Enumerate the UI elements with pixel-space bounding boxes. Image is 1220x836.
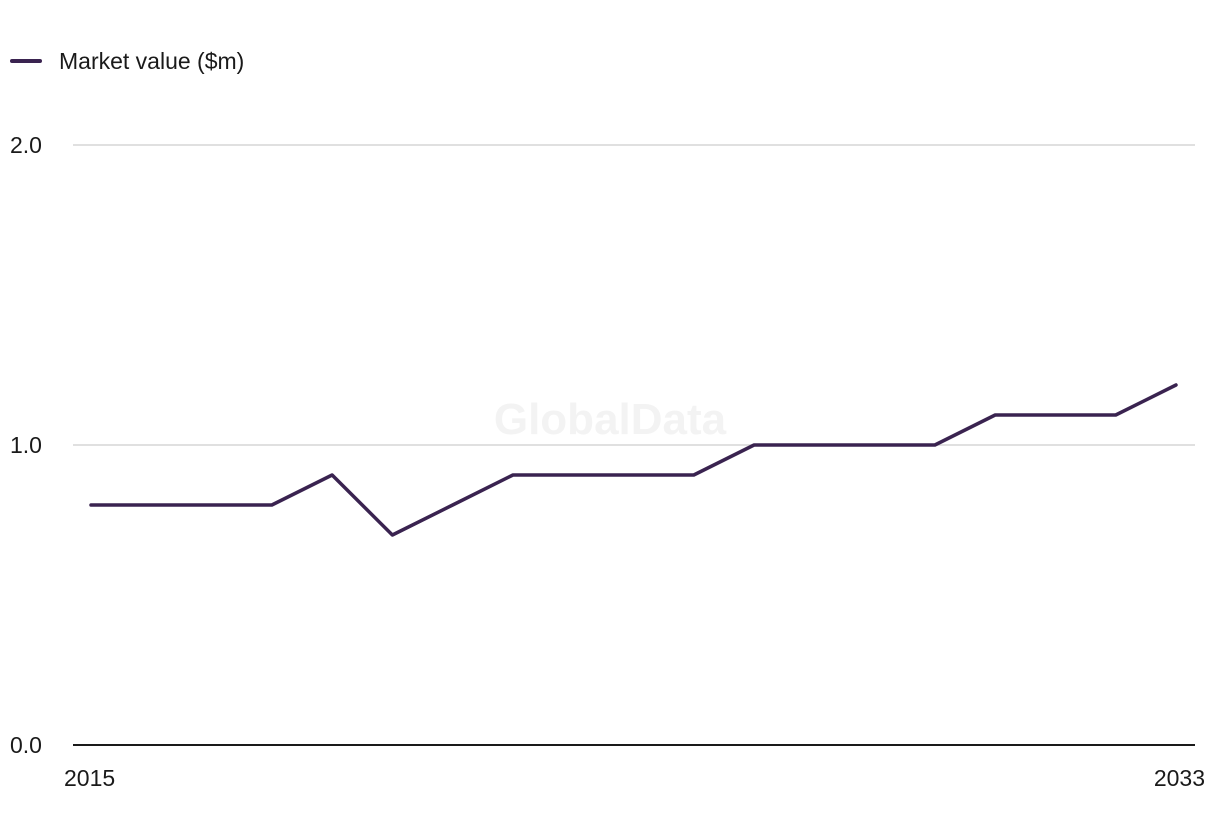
y-tick-label: 1.0 (10, 432, 42, 458)
watermark: GlobalData (494, 395, 727, 444)
series-group (89, 383, 1178, 537)
y-tick-label: 2.0 (10, 132, 42, 158)
gridlines (73, 144, 1195, 746)
x-tick-label: 2015 (64, 765, 115, 791)
x-tick-label: 2033 (1154, 765, 1205, 791)
x-axis-ticks: 2015 2033 (64, 765, 1205, 791)
y-tick-label: 0.0 (10, 732, 42, 758)
y-axis-ticks: 0.0 1.0 2.0 (10, 132, 42, 758)
legend: Market value ($m) (10, 46, 244, 76)
legend-label: Market value ($m) (59, 47, 245, 74)
legend-swatch (10, 59, 42, 63)
